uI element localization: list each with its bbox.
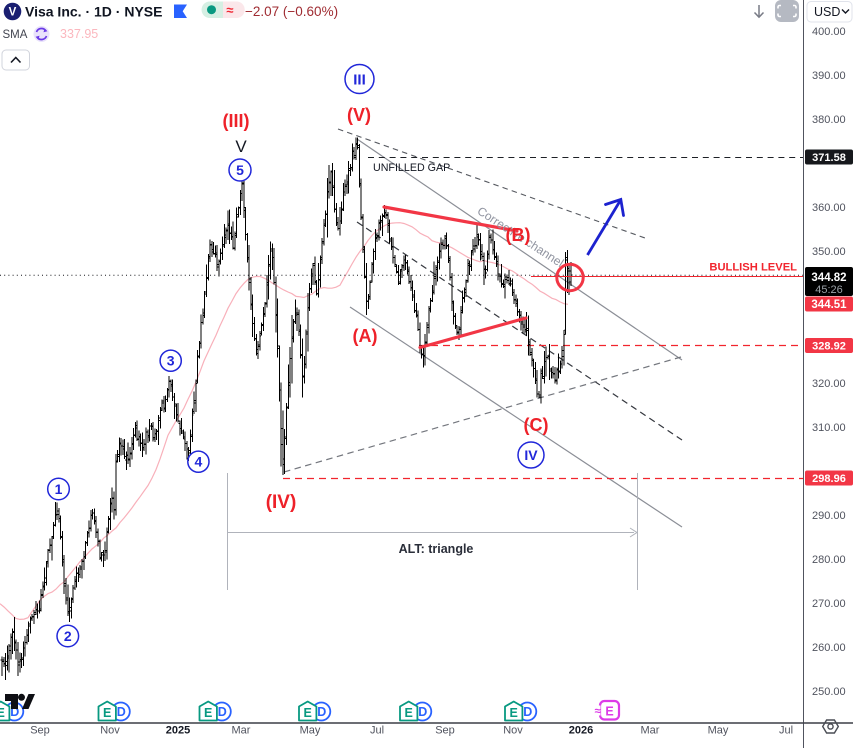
svg-text:D: D xyxy=(418,705,427,719)
svg-text:(B): (B) xyxy=(506,225,531,245)
svg-text:290.00: 290.00 xyxy=(812,510,846,522)
svg-text:298.96: 298.96 xyxy=(812,473,846,485)
svg-text:337.95: 337.95 xyxy=(60,27,98,41)
svg-text:328.92: 328.92 xyxy=(812,341,846,353)
svg-text:E: E xyxy=(103,706,111,720)
svg-text:D: D xyxy=(317,705,326,719)
svg-text:E: E xyxy=(304,706,312,720)
svg-text:Visa Inc. · 1D · NYSE: Visa Inc. · 1D · NYSE xyxy=(25,4,162,20)
svg-text:UNFILLED GAP: UNFILLED GAP xyxy=(373,162,450,174)
svg-text:270.00: 270.00 xyxy=(812,598,846,610)
svg-text:D: D xyxy=(10,705,19,719)
svg-text:344.82: 344.82 xyxy=(811,272,846,284)
svg-text:ALT: triangle: ALT: triangle xyxy=(399,542,474,556)
svg-text:3: 3 xyxy=(167,353,175,369)
svg-text:250.00: 250.00 xyxy=(812,686,846,698)
svg-text:Sep: Sep xyxy=(30,725,50,737)
svg-text:Jul: Jul xyxy=(370,725,384,737)
svg-text:E: E xyxy=(405,706,413,720)
svg-text:≈: ≈ xyxy=(226,3,233,18)
svg-text:2026: 2026 xyxy=(569,725,593,737)
svg-text:5: 5 xyxy=(236,162,244,178)
svg-text:Jul: Jul xyxy=(779,725,793,737)
svg-text:D: D xyxy=(218,705,227,719)
svg-text:360.00: 360.00 xyxy=(812,202,846,214)
svg-text:Mar: Mar xyxy=(641,725,660,737)
svg-text:≈: ≈ xyxy=(594,706,600,718)
svg-text:380.00: 380.00 xyxy=(812,114,846,126)
svg-text:Nov: Nov xyxy=(100,725,120,737)
svg-text:2025: 2025 xyxy=(166,725,190,737)
svg-text:IV: IV xyxy=(524,447,538,463)
svg-text:E: E xyxy=(204,706,212,720)
svg-text:4: 4 xyxy=(195,454,203,470)
svg-text:III: III xyxy=(353,71,366,88)
svg-text:USD: USD xyxy=(814,5,840,19)
svg-text:V: V xyxy=(235,137,247,156)
svg-text:SMA: SMA xyxy=(3,29,28,41)
svg-text:(III): (III) xyxy=(223,111,250,131)
svg-text:E: E xyxy=(605,705,613,719)
svg-text:320.00: 320.00 xyxy=(812,378,846,390)
svg-text:Sep: Sep xyxy=(435,725,455,737)
svg-text:45:26: 45:26 xyxy=(815,284,843,296)
svg-text:2: 2 xyxy=(64,628,72,644)
svg-text:BULLISH LEVEL: BULLISH LEVEL xyxy=(709,262,797,274)
svg-text:(V): (V) xyxy=(347,105,371,125)
svg-text:Nov: Nov xyxy=(503,725,523,737)
svg-text:400.00: 400.00 xyxy=(812,26,846,38)
svg-text:260.00: 260.00 xyxy=(812,642,846,654)
svg-text:D: D xyxy=(117,705,126,719)
svg-text:(C): (C) xyxy=(524,415,549,435)
svg-text:(A): (A) xyxy=(353,326,378,346)
svg-text:310.00: 310.00 xyxy=(812,422,846,434)
svg-text:Mar: Mar xyxy=(232,725,251,737)
svg-text:May: May xyxy=(708,725,729,737)
svg-text:280.00: 280.00 xyxy=(812,554,846,566)
svg-text:371.58: 371.58 xyxy=(812,152,846,164)
svg-text:(IV): (IV) xyxy=(266,492,297,513)
svg-text:350.00: 350.00 xyxy=(812,246,846,258)
svg-text:V: V xyxy=(9,7,17,19)
svg-text:D: D xyxy=(523,705,532,719)
svg-text:May: May xyxy=(300,725,321,737)
svg-text:E: E xyxy=(510,706,518,720)
svg-text:1: 1 xyxy=(55,481,63,497)
svg-text:390.00: 390.00 xyxy=(812,70,846,82)
svg-text:344.51: 344.51 xyxy=(811,299,847,311)
svg-text:E: E xyxy=(0,706,5,720)
svg-text:−2.07 (−0.60%): −2.07 (−0.60%) xyxy=(245,4,338,19)
